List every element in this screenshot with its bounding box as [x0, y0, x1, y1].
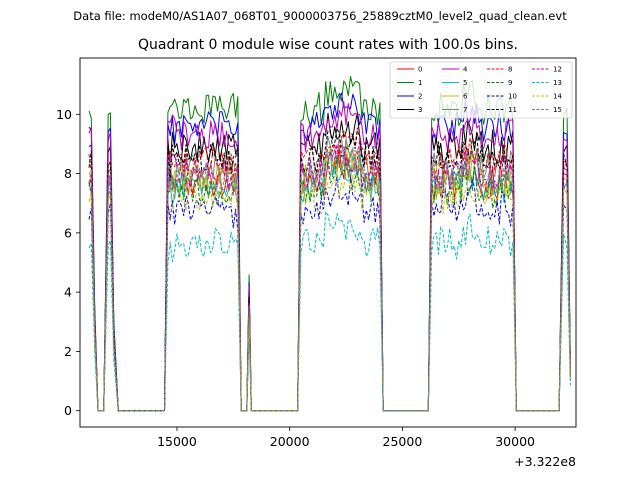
legend-label-module-11: 11 [508, 106, 517, 114]
y-tick-label: 6 [64, 225, 72, 240]
plot-area [79, 57, 577, 428]
y-axis: 0 2 4 6 8 10 [56, 107, 80, 418]
legend-label-module-15: 15 [553, 106, 562, 114]
y-tick-label: 2 [64, 344, 72, 359]
legend-label-module-9: 9 [508, 79, 512, 87]
y-tick-label: 10 [56, 107, 72, 122]
series-line-module-12 [89, 139, 571, 412]
legend-label-module-2: 2 [418, 93, 422, 101]
x-tick-label: 30000 [495, 434, 535, 449]
series-line-module-14 [88, 166, 571, 412]
legend-label-module-6: 6 [463, 93, 468, 101]
series-line-module-9 [88, 157, 571, 412]
x-axis: 15000 20000 25000 30000 [157, 427, 535, 449]
y-tick-label: 4 [64, 285, 72, 300]
x-tick-label: 25000 [383, 434, 423, 449]
legend-label-module-0: 0 [418, 66, 422, 74]
series-line-module-3 [88, 112, 571, 412]
legend-label-module-14: 14 [553, 93, 562, 101]
series-line-module-7 [88, 133, 571, 412]
series-line-module-15 [88, 146, 571, 412]
legend-label-module-12: 12 [553, 66, 562, 74]
x-tick-label: 15000 [157, 434, 197, 449]
legend-label-module-3: 3 [418, 106, 422, 114]
chart-suptitle: Data file: modeM0/AS1A07_068T01_90000037… [73, 9, 567, 23]
y-tick-label: 8 [64, 166, 72, 181]
series-line-module-10 [88, 176, 571, 412]
legend-label-module-4: 4 [463, 66, 468, 74]
series-line-module-4 [88, 101, 571, 412]
legend-label-module-13: 13 [553, 79, 562, 87]
legend-label-module-1: 1 [418, 79, 422, 87]
legend-label-module-8: 8 [508, 66, 512, 74]
legend-box [389, 61, 573, 119]
series-line-module-13 [88, 211, 571, 412]
x-tick-label: 20000 [270, 434, 310, 449]
legend-label-module-10: 10 [508, 93, 517, 101]
legend-label-module-5: 5 [463, 79, 467, 87]
x-axis-offset-label: +3.322e8 [514, 454, 576, 469]
chart-title: Quadrant 0 module wise count rates with … [138, 37, 518, 53]
plot-frame [79, 57, 577, 428]
y-tick-label: 0 [64, 403, 72, 418]
series-layer [88, 76, 571, 412]
legend-label-module-7: 7 [463, 106, 467, 114]
